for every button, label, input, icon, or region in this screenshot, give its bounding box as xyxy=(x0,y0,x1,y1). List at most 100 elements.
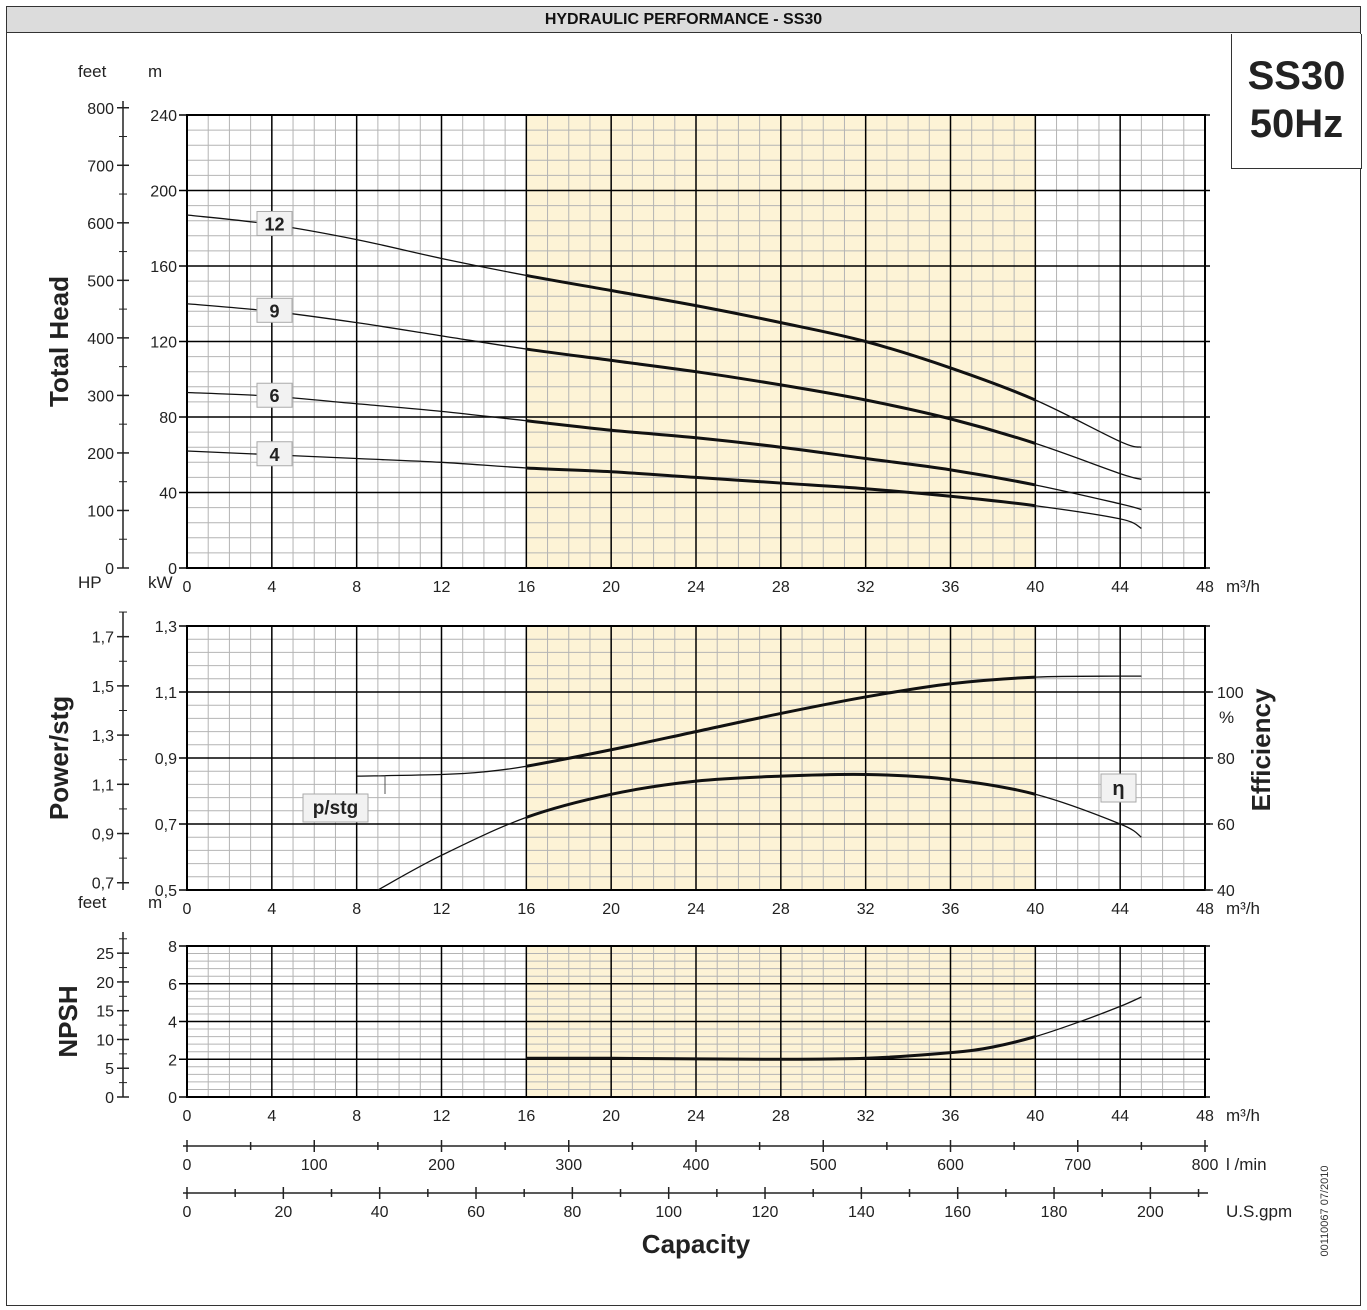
power_eff-left-tick-label: 0,9 xyxy=(92,827,114,844)
npsh-x-tick-label: 44 xyxy=(1111,1108,1129,1125)
document-code: 00110067 07/2010 xyxy=(1319,1166,1331,1257)
head-x-unit: m³/h xyxy=(1226,577,1260,596)
npsh-plot-frame xyxy=(186,945,1206,1098)
head-y-tick-label: 200 xyxy=(150,184,177,201)
head-plot-frame xyxy=(186,114,1206,569)
head-x-tick-label: 36 xyxy=(942,579,960,596)
head-x-tick-label: 20 xyxy=(602,579,620,596)
npsh-y-tick-label: 8 xyxy=(168,939,177,956)
lmin-tick-label: 0 xyxy=(183,1157,192,1174)
npsh-x-tick-label: 16 xyxy=(517,1108,535,1125)
power_eff-x-tick-label: 4 xyxy=(267,901,276,918)
power_eff-right-axis-title: Efficiency xyxy=(1246,688,1276,811)
power_eff-series-η-duty-line xyxy=(526,772,1036,820)
power_eff-right-tick-label: 100 xyxy=(1217,685,1244,702)
head-series-12-duty-line xyxy=(526,273,1036,402)
power_eff-left-tick-label: 0,7 xyxy=(92,876,114,893)
power_eff-right-unit: % xyxy=(1219,708,1234,727)
lmin-tick-label: 200 xyxy=(428,1157,455,1174)
head-left-tick-label: 0 xyxy=(105,561,114,578)
head-x-tick-label: 16 xyxy=(517,579,535,596)
power_eff-x-tick-label: 20 xyxy=(602,901,620,918)
npsh-left-tick-label: 5 xyxy=(105,1061,114,1078)
head-curve-label: 9 xyxy=(269,301,279,321)
head-y-tick-label: 80 xyxy=(159,410,177,427)
head-x-tick-label: 12 xyxy=(433,579,451,596)
power_eff-x-tick-label: 36 xyxy=(942,901,960,918)
power_eff-left-unit: HP xyxy=(78,573,102,592)
npsh-y-tick-label: 2 xyxy=(168,1052,177,1069)
power_eff-x-tick-label: 40 xyxy=(1026,901,1044,918)
gpm-tick-label: 40 xyxy=(371,1204,389,1221)
power-label: p/stg xyxy=(313,798,358,819)
power_eff-left-tick-label: 1,5 xyxy=(92,679,114,696)
power_eff-right-tick-label: 80 xyxy=(1217,751,1235,768)
npsh-y-tick-label: 0 xyxy=(168,1090,177,1107)
lmin-tick-label: 700 xyxy=(1064,1157,1091,1174)
npsh-x-tick-label: 36 xyxy=(942,1108,960,1125)
head-left-tick-label: 100 xyxy=(87,503,114,520)
power_eff-y-unit: kW xyxy=(148,573,173,592)
power_eff-y-tick-label: 0,7 xyxy=(155,817,177,834)
npsh-x-tick-label: 24 xyxy=(687,1108,705,1125)
npsh-left-axis-title: NPSH xyxy=(53,985,83,1057)
head-curve-label-box xyxy=(256,210,293,236)
gpm-tick-label: 200 xyxy=(1137,1204,1164,1221)
lmin-tick-label: 300 xyxy=(555,1157,582,1174)
power_eff-right-tick-label: 60 xyxy=(1217,817,1235,834)
npsh-left-tick-label: 0 xyxy=(105,1090,114,1107)
head-left-tick-label: 300 xyxy=(87,388,114,405)
gpm-tick-label: 80 xyxy=(563,1204,581,1221)
head-curve-label-box xyxy=(256,382,293,408)
head-x-tick-label: 28 xyxy=(772,579,790,596)
npsh-y-tick-label: 6 xyxy=(168,977,177,994)
lmin-tick-label: 400 xyxy=(683,1157,710,1174)
lmin-tick-label: 500 xyxy=(810,1157,837,1174)
model-frequency: 50Hz xyxy=(1249,102,1344,146)
npsh-x-tick-label: 20 xyxy=(602,1108,620,1125)
power_eff-x-tick-label: 16 xyxy=(517,901,535,918)
npsh-left-tick-label: 10 xyxy=(96,1032,114,1049)
power_eff-left-tick-label: 1,3 xyxy=(92,728,114,745)
power_eff-x-tick-label: 24 xyxy=(687,901,705,918)
lmin-tick-label: 800 xyxy=(1192,1157,1219,1174)
page-title: HYDRAULIC PERFORMANCE - SS30 xyxy=(6,6,1361,33)
head-curve-label: 6 xyxy=(269,386,279,406)
gpm-tick-label: 120 xyxy=(752,1204,779,1221)
head-y-unit: m xyxy=(148,62,162,81)
npsh-x-tick-label: 8 xyxy=(352,1108,361,1125)
npsh-x-tick-label: 4 xyxy=(267,1108,276,1125)
head-left-tick-label: 800 xyxy=(87,101,114,118)
npsh-left-tick-label: 20 xyxy=(96,975,114,992)
head-curve-label-box xyxy=(256,441,293,467)
head-y-tick-label: 240 xyxy=(150,108,177,125)
head-x-tick-label: 32 xyxy=(857,579,875,596)
gpm-tick-label: 160 xyxy=(944,1204,971,1221)
gpm-unit: U.S.gpm xyxy=(1226,1202,1292,1221)
npsh-left-tick-label: 25 xyxy=(96,946,114,963)
power_eff-x-tick-label: 8 xyxy=(352,901,361,918)
capacity-title: Capacity xyxy=(642,1229,751,1259)
head-y-tick-label: 0 xyxy=(168,561,177,578)
head-x-tick-label: 48 xyxy=(1196,579,1214,596)
head-left-axis-title: Total Head xyxy=(44,276,74,407)
power_eff-left-tick-label: 1,7 xyxy=(92,630,114,647)
npsh-left-tick-label: 15 xyxy=(96,1004,114,1021)
gpm-tick-label: 180 xyxy=(1041,1204,1068,1221)
head-left-unit: feet xyxy=(78,62,107,81)
power_eff-x-unit: m³/h xyxy=(1226,899,1260,918)
head-left-tick-label: 500 xyxy=(87,273,114,290)
head-x-tick-label: 8 xyxy=(352,579,361,596)
head-series-6-duty-line xyxy=(526,419,1036,487)
head-y-tick-label: 40 xyxy=(159,486,177,503)
power_eff-x-tick-label: 44 xyxy=(1111,901,1129,918)
npsh-x-tick-label: 40 xyxy=(1026,1108,1044,1125)
head-series-4-duty-line xyxy=(526,466,1036,508)
npsh-x-tick-label: 32 xyxy=(857,1108,875,1125)
npsh-x-tick-label: 0 xyxy=(183,1108,192,1125)
head-series-9-duty-line xyxy=(526,347,1036,446)
head-curve-label: 12 xyxy=(264,214,284,234)
npsh-x-unit: m³/h xyxy=(1226,1106,1260,1125)
efficiency-label-box xyxy=(1100,773,1137,803)
lmin-tick-label: 600 xyxy=(937,1157,964,1174)
